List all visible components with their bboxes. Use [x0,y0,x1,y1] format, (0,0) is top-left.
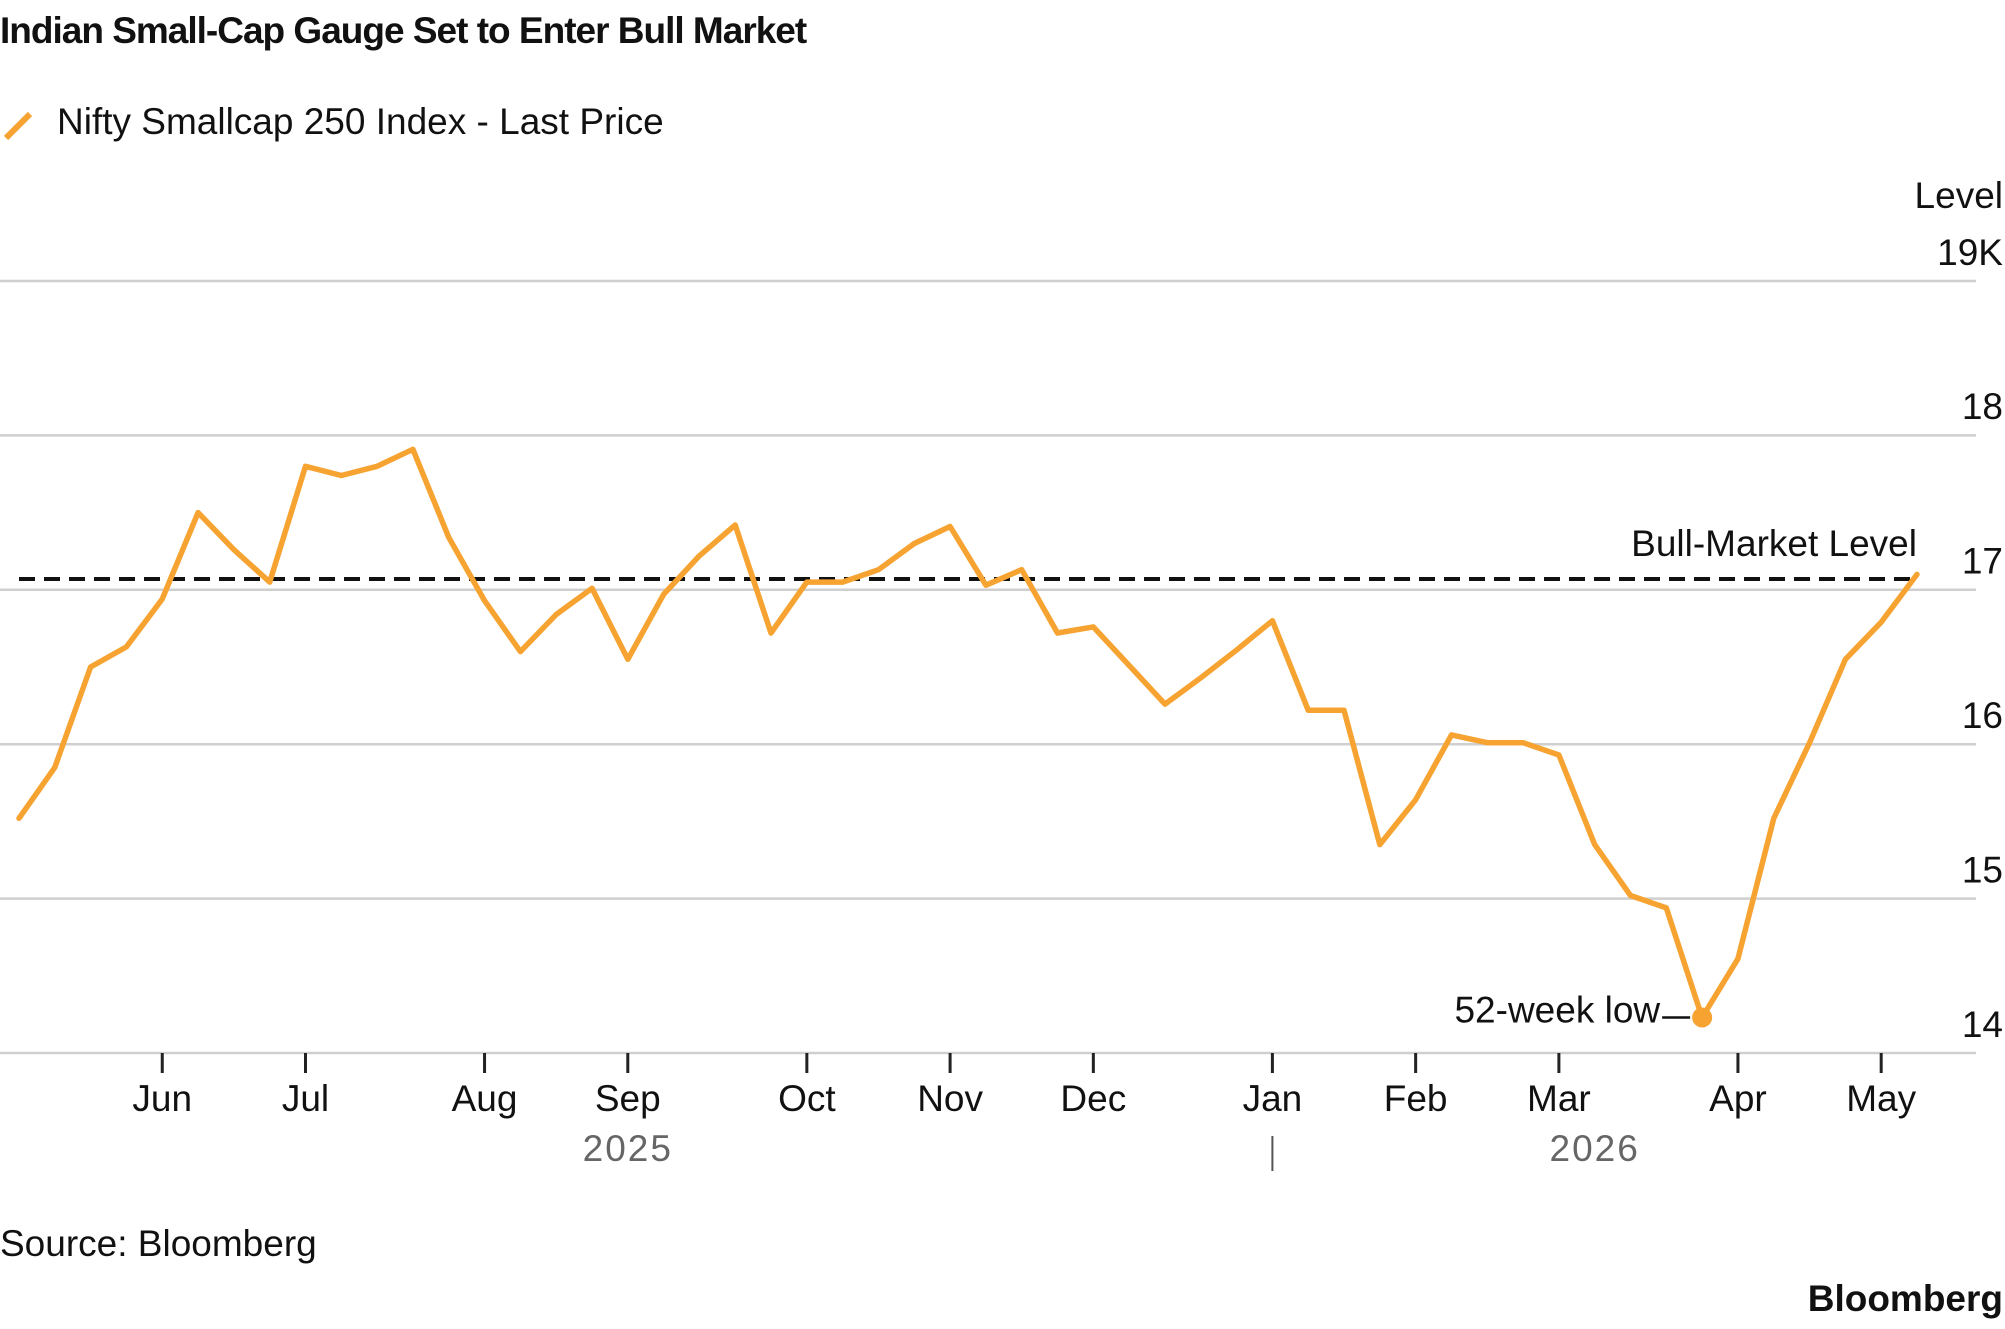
series-line [16,446,1920,1021]
y-tick-label: 14 [1962,1004,2003,1045]
x-tick-label: Feb [1384,1078,1448,1119]
x-tick-label: Oct [778,1078,836,1119]
low-marker [1692,1007,1713,1028]
x-tick-label: Jul [282,1078,329,1119]
x-tick-label: May [1846,1078,1916,1119]
y-tick-label: 15 [1962,849,2003,890]
legend-label: Nifty Smallcap 250 Index - Last Price [57,101,664,142]
y-axis-label: Level [1915,175,2003,216]
year-label: 2026 [1550,1128,1640,1169]
x-tick-label: Apr [1709,1078,1767,1119]
legend-swatch [3,111,33,141]
chart-title: Indian Small-Cap Gauge Set to Enter Bull… [0,10,807,51]
x-tick-label: Jan [1243,1078,1303,1119]
x-tick-label: Aug [452,1078,518,1119]
x-tick-label: Mar [1527,1078,1591,1119]
low-label: 52-week low [1454,989,1660,1030]
source: Source: Bloomberg [0,1223,317,1264]
brand: Bloomberg [1808,1278,2003,1319]
y-tick-label: 17 [1962,541,2003,582]
y-tick-label: 16 [1962,695,2003,736]
x-tick-label: Nov [917,1078,983,1119]
x-tick-label: Jun [132,1078,192,1119]
reference-label: Bull-Market Level [1631,523,1917,564]
x-tick-label: Sep [595,1078,661,1119]
x-tick-label: Dec [1060,1078,1126,1119]
y-tick-label: 19K [1937,232,2003,273]
year-label: 2025 [583,1128,673,1169]
y-tick-label: 18 [1962,386,2003,427]
